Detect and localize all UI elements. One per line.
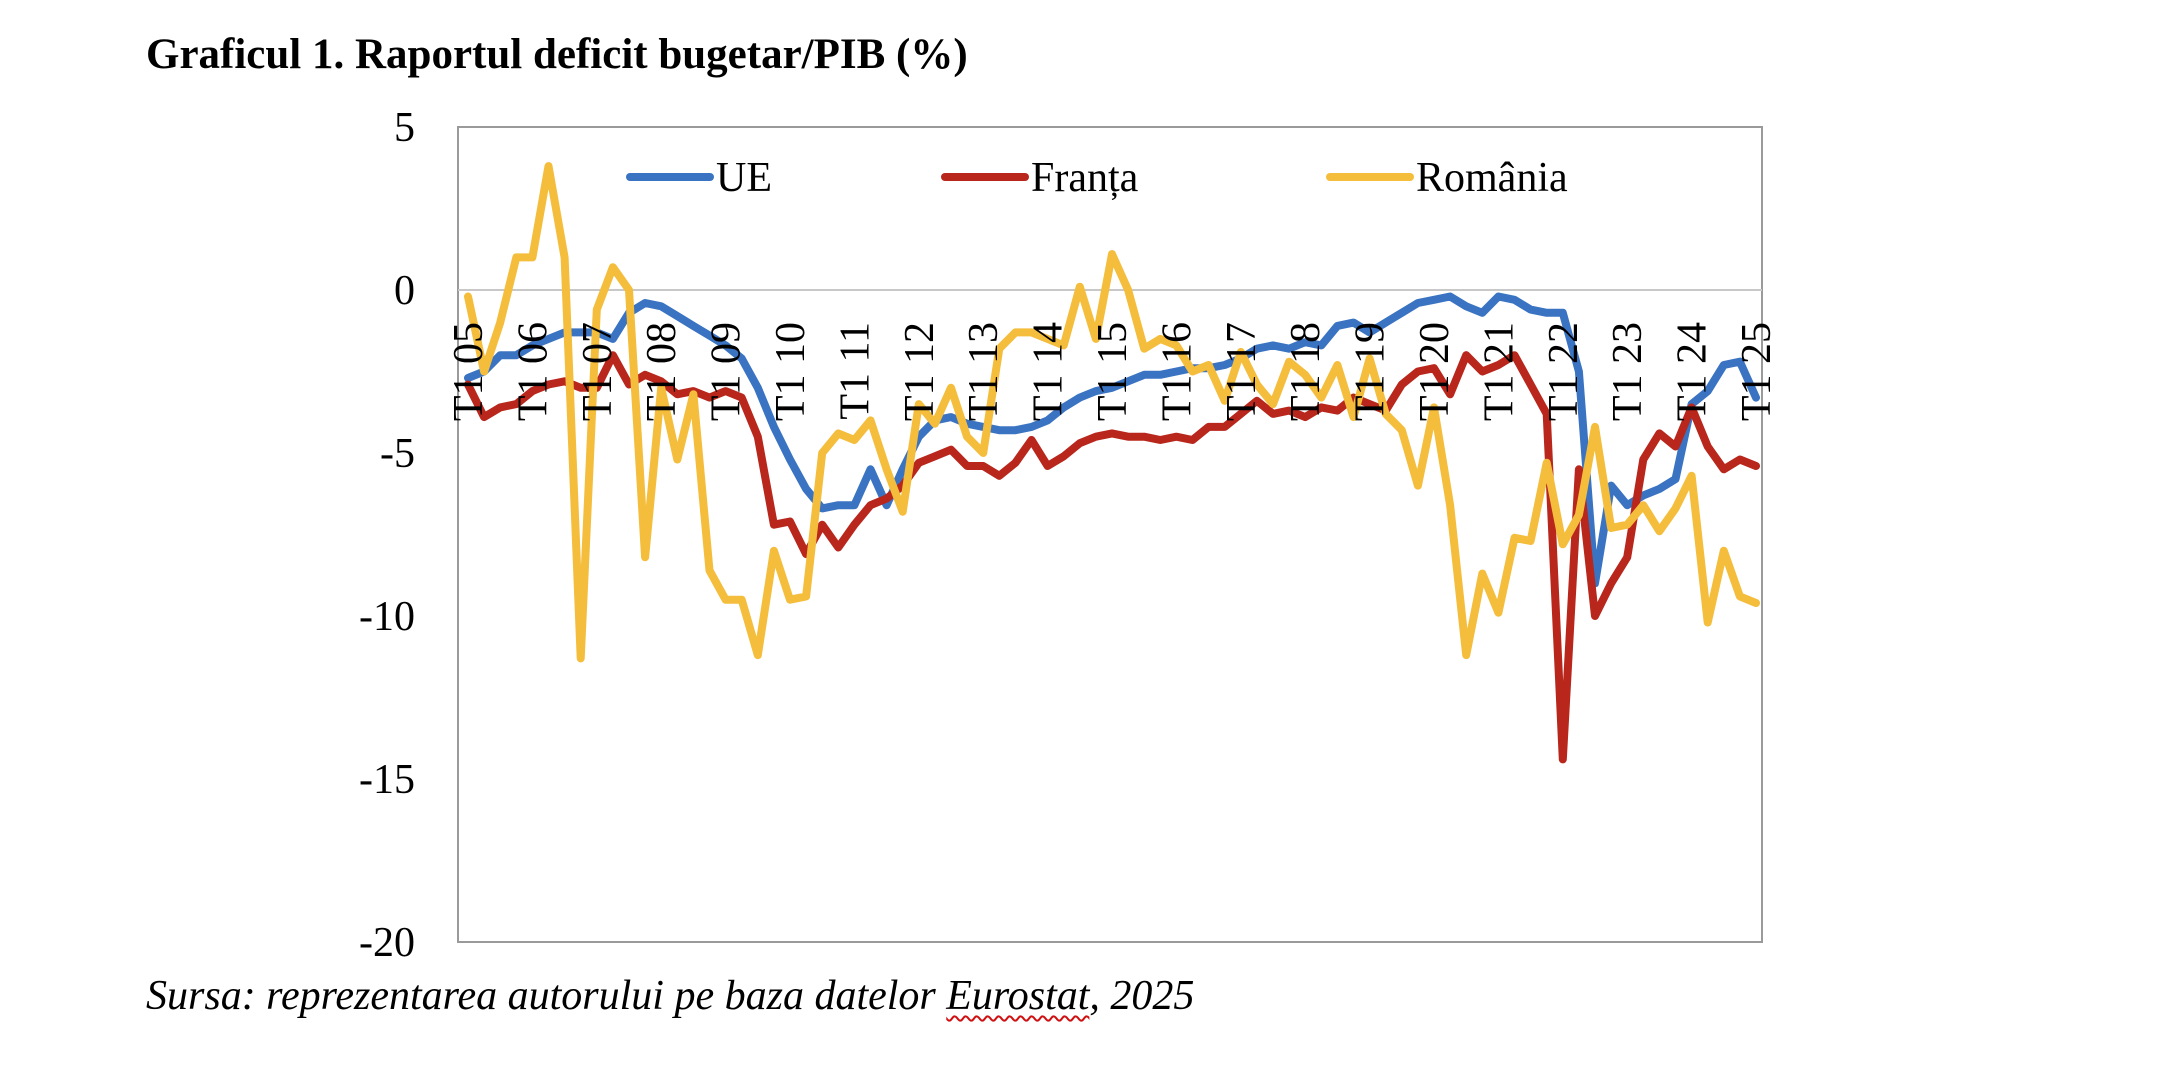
- chart-title: Graficul 1. Raportul deficit bugetar/PIB…: [146, 31, 968, 78]
- y-tick-label: -20: [359, 920, 415, 966]
- y-tick-label: -10: [359, 594, 415, 640]
- x-tick-label: T1 22: [1541, 322, 1587, 421]
- source-prefix: Sursa: reprezentarea autorului pe baza d…: [146, 973, 947, 1019]
- x-tick-label: T1 23: [1605, 322, 1651, 421]
- x-tick-label: T1 18: [1283, 322, 1329, 421]
- legend-label-ue: UE: [716, 155, 772, 201]
- legend-label-franța: Franța: [1031, 155, 1139, 201]
- x-tick-label: T1 21: [1476, 322, 1522, 421]
- x-tick-label: T1 11: [832, 322, 878, 420]
- chart-source-note: Sursa: reprezentarea autorului pe baza d…: [146, 972, 1194, 1020]
- x-tick-label: T1 07: [575, 322, 621, 421]
- series-line-ue: [464, 292, 1760, 588]
- x-tick-label: T1 15: [1090, 322, 1136, 421]
- x-tick-label: T1 24: [1670, 322, 1716, 421]
- x-tick-label: T1 06: [510, 322, 556, 421]
- x-tick-label: T1 13: [961, 322, 1007, 421]
- y-tick-label: -15: [359, 757, 415, 803]
- legend-label-românia: România: [1416, 155, 1568, 201]
- source-suffix: , 2025: [1089, 973, 1195, 1019]
- x-tick-label: T1 05: [446, 322, 492, 421]
- x-tick-label: T1 12: [897, 322, 943, 421]
- series-line-românia: [464, 162, 1760, 663]
- x-tick-label: T1 08: [639, 322, 685, 421]
- x-tick-label: T1 19: [1348, 322, 1394, 421]
- source-word-eurostat: Eurostat: [946, 973, 1090, 1019]
- x-tick-label: T1 20: [1412, 322, 1458, 421]
- x-tick-label: T1 17: [1219, 322, 1265, 421]
- y-tick-label: 0: [394, 268, 415, 314]
- x-tick-label: T1 16: [1154, 322, 1200, 421]
- plot-area-border: [457, 126, 1763, 943]
- y-tick-label: -5: [380, 431, 415, 477]
- y-tick-label: 5: [394, 105, 415, 151]
- x-tick-label: T1 14: [1026, 322, 1072, 421]
- x-tick-label: T1 10: [768, 322, 814, 421]
- series-line-franța: [464, 351, 1760, 764]
- x-tick-label: T1 09: [704, 322, 750, 421]
- x-tick-label: T1 25: [1734, 322, 1780, 421]
